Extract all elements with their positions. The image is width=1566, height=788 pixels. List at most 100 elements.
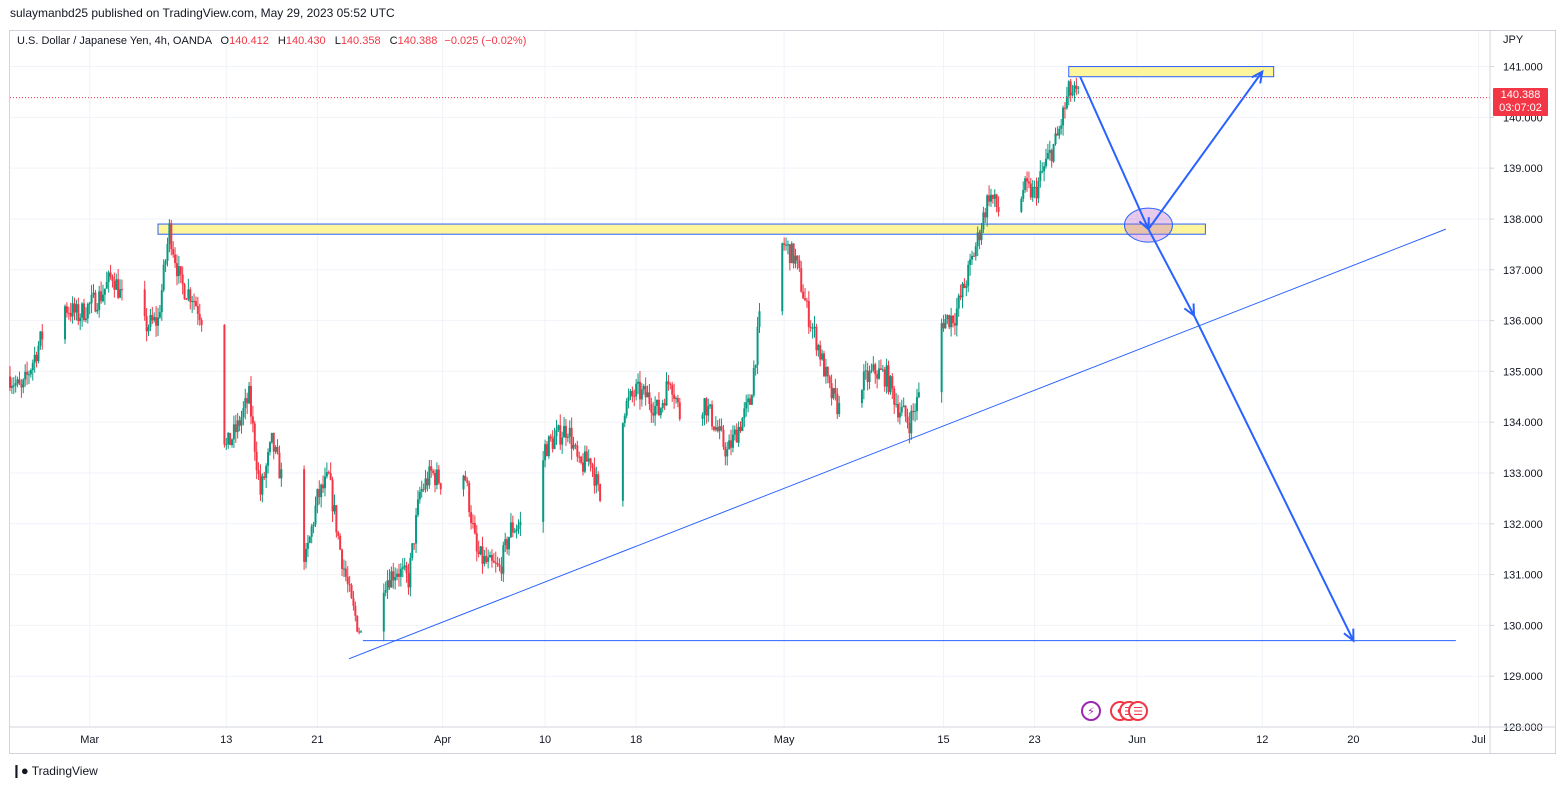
candle-body	[712, 426, 715, 430]
candle-body	[972, 255, 975, 257]
candle-body	[828, 376, 831, 384]
candle-body	[426, 478, 429, 486]
lightning-icon[interactable]: ⚡	[1081, 701, 1101, 721]
candle-body	[181, 274, 184, 285]
candle-body	[306, 542, 309, 549]
candle-body	[986, 195, 989, 218]
candle-body	[878, 368, 881, 379]
candle-body	[889, 376, 892, 393]
candle-body	[105, 281, 108, 289]
candle-body	[629, 391, 632, 397]
candle-body	[805, 300, 808, 302]
candle-body	[574, 444, 577, 446]
candle-body	[625, 400, 628, 416]
candle-body	[382, 592, 385, 632]
candle-body	[583, 451, 586, 472]
candle-body	[498, 564, 501, 567]
candle-body	[872, 364, 875, 371]
candle-body	[26, 371, 29, 375]
candle-body	[745, 402, 748, 409]
candle-body	[268, 442, 271, 453]
candle-body	[720, 426, 723, 430]
candle-body	[267, 452, 270, 466]
candle-body	[409, 558, 412, 588]
candle-body	[88, 303, 91, 305]
candle-body	[1065, 96, 1068, 109]
candle-body	[959, 295, 962, 298]
candle-body	[98, 291, 101, 310]
candle-body	[587, 458, 590, 462]
candle-body	[675, 397, 677, 399]
candle-body	[862, 371, 865, 391]
tradingview-brand[interactable]: ❙● TradingView	[11, 763, 98, 779]
candle-body	[802, 291, 805, 299]
resistance-zone	[1068, 66, 1275, 78]
candle-body	[824, 366, 827, 377]
candle-body	[728, 440, 731, 450]
candle-body	[788, 244, 791, 264]
candle-body	[946, 315, 949, 320]
candle-body	[834, 388, 837, 394]
y-tick-label: 139.000	[1503, 163, 1543, 175]
candle-body	[392, 571, 395, 581]
candle-body	[20, 384, 23, 388]
candle-body	[917, 392, 920, 398]
candle-body	[344, 568, 347, 577]
candle-body	[479, 546, 482, 555]
candle-body	[1054, 133, 1057, 144]
candle-body	[506, 539, 509, 550]
candle-body	[589, 458, 592, 465]
candle-body	[320, 484, 323, 498]
bar-countdown: 03:07:02	[1499, 102, 1542, 114]
candle-body	[790, 243, 793, 264]
candle-body	[566, 436, 569, 438]
candle-body	[348, 583, 351, 586]
candle-body	[470, 512, 473, 524]
candle-body	[16, 379, 19, 384]
candle-body	[77, 304, 80, 322]
candle-body	[416, 499, 419, 515]
candle-body	[969, 259, 972, 265]
candle-body	[599, 483, 602, 501]
ascending-trendline	[348, 228, 1447, 660]
candle-body	[439, 483, 442, 490]
candle-body	[864, 370, 867, 372]
projection-arrow-4	[1193, 315, 1355, 642]
candle-body	[669, 383, 672, 385]
candle-body	[323, 476, 326, 489]
x-tick-label: 13	[220, 734, 232, 746]
candle-body	[743, 408, 746, 419]
y-tick-label: 130.000	[1503, 620, 1543, 632]
chart-frame[interactable]	[9, 30, 1556, 754]
candle-body	[673, 394, 676, 399]
candle-body	[257, 470, 260, 475]
candle-body	[12, 385, 15, 387]
candle-body	[253, 423, 256, 452]
candle-body	[657, 399, 660, 416]
candle-body	[481, 546, 484, 564]
candle-body	[242, 408, 245, 418]
candle-body	[1022, 189, 1025, 199]
open-label: O	[220, 35, 230, 47]
candle-body	[735, 429, 738, 443]
us-flag-icon-2[interactable]: ☰	[1128, 701, 1148, 721]
candle-body	[1048, 150, 1051, 153]
candle-body	[578, 456, 581, 458]
candle-body	[356, 615, 359, 632]
candle-body	[623, 415, 626, 424]
candle-body	[69, 312, 72, 317]
candle-body	[485, 555, 488, 562]
candle-body	[278, 452, 281, 479]
candle-body	[593, 467, 596, 486]
candle-body	[246, 398, 249, 404]
candle-body	[111, 276, 114, 282]
candle-body	[823, 353, 825, 377]
candle-body	[314, 505, 317, 525]
candle-body	[115, 279, 118, 290]
candle-body	[627, 396, 630, 401]
candle-body	[477, 551, 480, 555]
candle-body	[955, 308, 958, 326]
candle-body	[582, 462, 585, 472]
candle-body	[333, 505, 336, 512]
